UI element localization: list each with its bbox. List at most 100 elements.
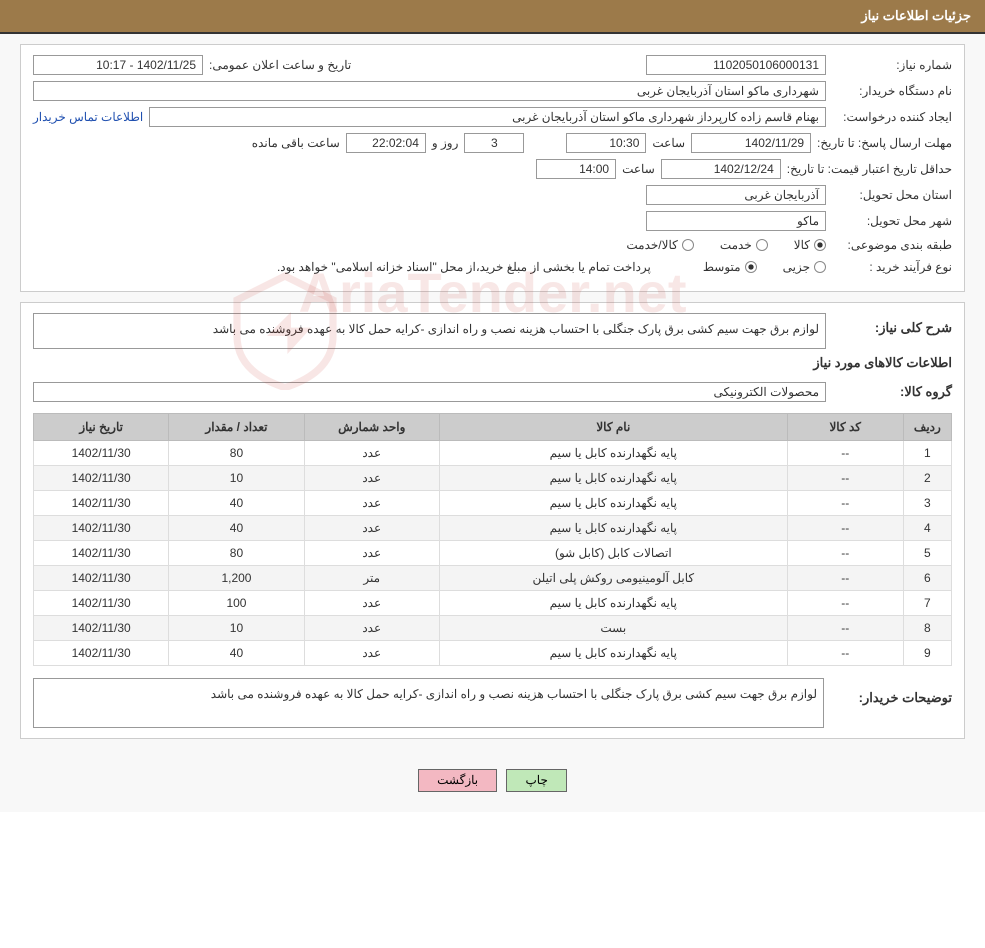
announce-label: تاریخ و ساعت اعلان عمومی:: [209, 57, 351, 73]
table-cell: عدد: [304, 541, 439, 566]
page-title: جزئیات اطلاعات نیاز: [861, 8, 971, 23]
table-row: 8--بستعدد101402/11/30: [34, 616, 952, 641]
table-cell: پایه نگهدارنده کابل یا سیم: [439, 591, 787, 616]
buyer-notes-label: توضیحات خریدار:: [832, 684, 952, 707]
back-button[interactable]: بازگشت: [418, 769, 497, 792]
table-cell: --: [787, 591, 903, 616]
table-cell: 1402/11/30: [34, 641, 169, 666]
table-cell: اتصالات کابل (کابل شو): [439, 541, 787, 566]
table-cell: 80: [169, 541, 304, 566]
table-row: 7--پایه نگهدارنده کابل یا سیمعدد1001402/…: [34, 591, 952, 616]
th-code: کد کالا: [787, 414, 903, 441]
table-cell: --: [787, 466, 903, 491]
table-cell: 3: [903, 491, 951, 516]
table-cell: --: [787, 616, 903, 641]
valid-date-field: 1402/12/24: [661, 159, 781, 179]
table-cell: عدد: [304, 466, 439, 491]
items-table: ردیف کد کالا نام کالا واحد شمارش تعداد /…: [33, 413, 952, 666]
need-desc-box: لوازم برق جهت سیم کشی برق پارک جنگلی با …: [33, 313, 826, 349]
announce-field: 1402/11/25 - 10:17: [33, 55, 203, 75]
table-cell: 1402/11/30: [34, 591, 169, 616]
table-cell: عدد: [304, 616, 439, 641]
table-cell: پایه نگهدارنده کابل یا سیم: [439, 441, 787, 466]
table-cell: 1402/11/30: [34, 466, 169, 491]
print-button[interactable]: چاپ: [506, 769, 566, 792]
radio-goods[interactable]: کالا: [794, 238, 826, 252]
creator-field: بهنام قاسم زاده کارپرداز شهرداری ماکو اس…: [149, 107, 826, 127]
th-qty: تعداد / مقدار: [169, 414, 304, 441]
subject-class-label: طبقه بندی موضوعی:: [832, 237, 952, 253]
table-cell: پایه نگهدارنده کابل یا سیم: [439, 466, 787, 491]
hour-label-1: ساعت: [652, 135, 685, 151]
radio-dot-icon: [682, 239, 694, 251]
content-wrap: شماره نیاز: 1102050106000131 تاریخ و ساع…: [0, 34, 985, 759]
items-tbody: 1--پایه نگهدارنده کابل یا سیمعدد801402/1…: [34, 441, 952, 666]
table-row: 6--کابل آلومینیومی روکش پلی اتیلنمتر1,20…: [34, 566, 952, 591]
items-title: اطلاعات کالاهای مورد نیاز: [33, 355, 952, 371]
buyer-org-label: نام دستگاه خریدار:: [832, 83, 952, 99]
delivery-city-field: ماکو: [646, 211, 826, 231]
page-title-bar: جزئیات اطلاعات نیاز: [0, 0, 985, 34]
table-cell: 1402/11/30: [34, 516, 169, 541]
radio-dot-icon: [814, 239, 826, 251]
table-cell: متر: [304, 566, 439, 591]
table-cell: 1402/11/30: [34, 541, 169, 566]
table-cell: 5: [903, 541, 951, 566]
table-cell: عدد: [304, 641, 439, 666]
hour-label-2: ساعت: [622, 161, 655, 177]
valid-time-field: 14:00: [536, 159, 616, 179]
th-name: نام کالا: [439, 414, 787, 441]
radio-goods-service-label: کالا/خدمت: [626, 238, 677, 252]
table-cell: --: [787, 566, 903, 591]
table-cell: 1402/11/30: [34, 491, 169, 516]
table-cell: عدد: [304, 591, 439, 616]
radio-medium-label: متوسط: [703, 260, 741, 274]
table-cell: عدد: [304, 441, 439, 466]
buyer-org-field: شهرداری ماکو استان آذربایجان غربی: [33, 81, 826, 101]
delivery-prov-label: استان محل تحویل:: [832, 187, 952, 203]
purchase-type-label: نوع فرآیند خرید :: [832, 259, 952, 275]
table-cell: 4: [903, 516, 951, 541]
radio-partial[interactable]: جزیی: [783, 260, 826, 274]
contact-link[interactable]: اطلاعات تماس خریدار: [33, 110, 143, 124]
table-cell: 10: [169, 616, 304, 641]
radio-medium[interactable]: متوسط: [703, 260, 757, 274]
table-cell: پایه نگهدارنده کابل یا سیم: [439, 516, 787, 541]
table-cell: 9: [903, 641, 951, 666]
table-cell: 40: [169, 641, 304, 666]
deadline-label: مهلت ارسال پاسخ: تا تاریخ:: [817, 135, 952, 151]
group-field: محصولات الکترونیکی: [33, 382, 826, 402]
deadline-date-field: 1402/11/29: [691, 133, 811, 153]
days-and-label: روز و: [432, 135, 459, 151]
table-row: 1--پایه نگهدارنده کابل یا سیمعدد801402/1…: [34, 441, 952, 466]
table-row: 9--پایه نگهدارنده کابل یا سیمعدد401402/1…: [34, 641, 952, 666]
info-panel: شماره نیاز: 1102050106000131 تاریخ و ساع…: [20, 44, 965, 292]
table-cell: 40: [169, 516, 304, 541]
remain-clock-field: 22:02:04: [346, 133, 426, 153]
delivery-prov-field: آذربایجان غربی: [646, 185, 826, 205]
table-cell: --: [787, 641, 903, 666]
th-row: ردیف: [903, 414, 951, 441]
radio-goods-service[interactable]: کالا/خدمت: [626, 238, 693, 252]
table-cell: 40: [169, 491, 304, 516]
table-cell: 8: [903, 616, 951, 641]
radio-service-label: خدمت: [720, 238, 752, 252]
table-cell: 10: [169, 466, 304, 491]
table-cell: 1402/11/30: [34, 441, 169, 466]
purchase-note: پرداخت تمام یا بخشی از مبلغ خرید،از محل …: [277, 260, 651, 274]
items-panel: شرح کلی نیاز: لوازم برق جهت سیم کشی برق …: [20, 302, 965, 739]
need-desc-label: شرح کلی نیاز:: [832, 319, 952, 337]
buyer-notes-box: لوازم برق جهت سیم کشی برق پارک جنگلی با …: [33, 678, 824, 728]
table-cell: 100: [169, 591, 304, 616]
table-cell: --: [787, 541, 903, 566]
radio-dot-icon: [814, 261, 826, 273]
table-row: 5--اتصالات کابل (کابل شو)عدد801402/11/30: [34, 541, 952, 566]
button-bar: چاپ بازگشت: [0, 759, 985, 812]
delivery-city-label: شهر محل تحویل:: [832, 213, 952, 229]
table-cell: پایه نگهدارنده کابل یا سیم: [439, 491, 787, 516]
table-cell: عدد: [304, 491, 439, 516]
table-cell: 6: [903, 566, 951, 591]
radio-service[interactable]: خدمت: [720, 238, 768, 252]
table-cell: 1402/11/30: [34, 616, 169, 641]
remain-suffix-label: ساعت باقی مانده: [252, 135, 340, 151]
